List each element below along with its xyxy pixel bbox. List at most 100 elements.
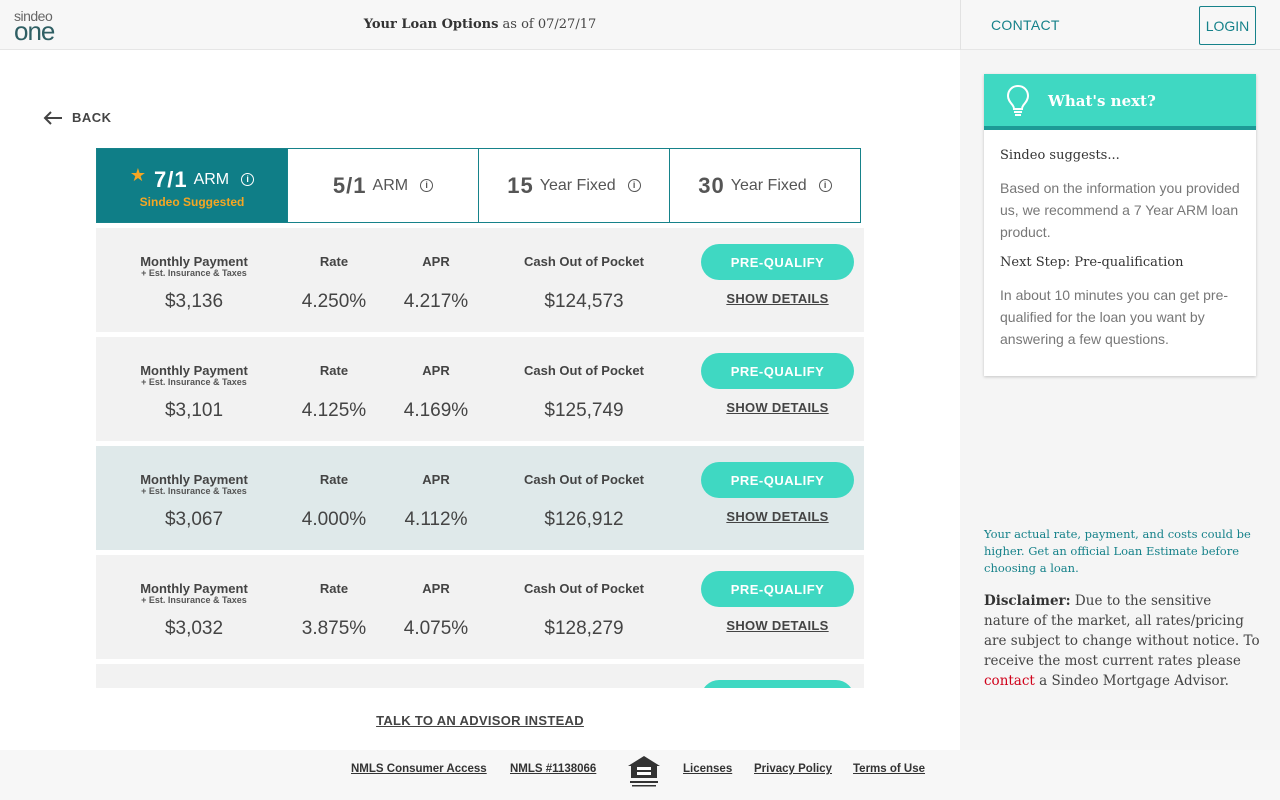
disclaimer-end: a Sindeo Mortgage Advisor. (1034, 673, 1229, 689)
show-details-link[interactable]: SHOW DETAILS (726, 291, 829, 306)
footer: NMLS Consumer Access NMLS #1138066 Licen… (0, 750, 1280, 800)
loan-option-row-partial (96, 664, 864, 688)
pre-qualify-button[interactable]: PRE-QUALIFY (701, 244, 854, 280)
back-link[interactable]: BACK (43, 110, 112, 125)
monthly-payment-value: $3,032 (164, 618, 224, 639)
back-label: BACK (72, 110, 112, 125)
page-title-date: as of 07/27/17 (498, 17, 597, 32)
tab-5-1-arm[interactable]: 5/1 ARM i (287, 148, 479, 223)
tab-number: 7/1 (153, 166, 188, 192)
pre-qualify-button[interactable]: PRE-QUALIFY (701, 462, 854, 498)
talk-to-advisor-link[interactable]: TALK TO AN ADVISOR INSTEAD (376, 713, 584, 728)
page-title: Your Loan Options as of 07/27/17 (0, 17, 960, 32)
contact-link[interactable]: CONTACT (991, 17, 1060, 33)
monthly-payment-sublabel: + Est. Insurance & Taxes (141, 486, 247, 496)
info-icon[interactable]: i (627, 179, 641, 192)
info-icon[interactable]: i (241, 173, 255, 186)
rate-label: Rate (319, 472, 349, 487)
logo-bottom-text: one (14, 16, 55, 46)
rate-label: Rate (319, 363, 349, 378)
info-icon[interactable]: i (818, 179, 832, 192)
loan-option-row: Monthly Payment + Est. Insurance & Taxes… (96, 555, 864, 659)
apr-value: 4.217% (403, 291, 469, 312)
page-title-bold: Your Loan Options (363, 17, 499, 32)
apr-label: APR (422, 254, 450, 269)
disclaimer-label: Disclaimer: (984, 593, 1071, 609)
apr-value: 4.169% (403, 400, 469, 421)
whats-next-title: What's next? (1048, 92, 1156, 110)
disclaimer-contact-link[interactable]: contact (984, 673, 1035, 689)
apr-label: APR (422, 581, 450, 596)
sindeo-suggests-heading: Sindeo suggests... (1000, 148, 1120, 163)
show-details-link[interactable]: SHOW DETAILS (726, 618, 829, 633)
monthly-payment-value: $3,136 (164, 291, 224, 312)
loan-option-row: Monthly Payment + Est. Insurance & Taxes… (96, 446, 864, 550)
lightbulb-icon (1006, 84, 1030, 116)
pre-qualify-button[interactable] (701, 680, 854, 688)
tab-number: 15 (507, 172, 534, 198)
monthly-payment-sublabel: + Est. Insurance & Taxes (141, 377, 247, 387)
logo-top-text: sindeo (14, 8, 53, 24)
apr-label: APR (422, 472, 450, 487)
arrow-left-icon (43, 110, 62, 125)
monthly-payment-sublabel: + Est. Insurance & Taxes (141, 268, 247, 278)
monthly-payment-label: Monthly Payment (140, 254, 248, 269)
whats-next-body: Sindeo suggests... Based on the informat… (984, 130, 1256, 350)
tab-30-year-fixed[interactable]: 30 Year Fixed i (669, 148, 861, 223)
tab-number: 30 (698, 172, 725, 198)
apr-value: 4.112% (404, 509, 468, 530)
top-header: sindeo one Your Loan Options as of 07/27… (0, 0, 1280, 50)
rate-label: Rate (319, 581, 349, 596)
info-icon[interactable]: i (420, 179, 434, 192)
monthly-payment-value: $3,067 (164, 509, 224, 530)
cash-value: $124,573 (544, 291, 624, 312)
tab-unit: ARM (372, 176, 409, 194)
tab-unit: Year Fixed (539, 176, 616, 194)
header-divider (960, 0, 961, 50)
monthly-payment-label: Monthly Payment (140, 363, 248, 378)
tab-unit: Year Fixed (730, 176, 807, 194)
nmls-consumer-access-link[interactable]: NMLS Consumer Access (351, 763, 487, 775)
next-step-heading: Next Step: Pre-qualification (1000, 255, 1184, 270)
rate-value: 4.125% (301, 400, 367, 421)
equal-housing-icon (628, 756, 660, 787)
rate-value: 4.000% (301, 509, 367, 530)
suggested-label: Sindeo Suggested (139, 194, 245, 209)
cash-label: Cash Out of Pocket (524, 363, 644, 378)
terms-of-use-link[interactable]: Terms of Use (853, 763, 926, 775)
apr-value: 4.075% (403, 618, 469, 639)
rate-notice: Your actual rate, payment, and costs cou… (984, 527, 1251, 575)
cash-label: Cash Out of Pocket (524, 472, 644, 487)
show-details-link[interactable]: SHOW DETAILS (726, 509, 829, 524)
nmls-number-link[interactable]: NMLS #1138066 (510, 763, 597, 775)
whats-next-header: What's next? (984, 74, 1256, 130)
licenses-link[interactable]: Licenses (683, 763, 733, 775)
loan-options-list[interactable]: Monthly Payment + Est. Insurance & Taxes… (96, 228, 864, 688)
loan-type-tabs: ★ 7/1 ARM i Sindeo Suggested 5/1 ARM i 1… (96, 148, 864, 223)
cash-value: $128,279 (544, 618, 624, 639)
monthly-payment-sublabel: + Est. Insurance & Taxes (141, 595, 247, 605)
rate-label: Rate (319, 254, 349, 269)
login-button[interactable]: LOGIN (1199, 6, 1256, 45)
whats-next-card: What's next? Sindeo suggests... Based on… (984, 74, 1256, 376)
pre-qualify-button[interactable]: PRE-QUALIFY (701, 353, 854, 389)
monthly-payment-value: $3,101 (164, 400, 224, 421)
tab-7-1-arm[interactable]: ★ 7/1 ARM i Sindeo Suggested (96, 148, 288, 223)
disclaimer-text: Due to the sensitive nature of the marke… (984, 593, 1260, 669)
sindeo-one-logo[interactable]: sindeo one (14, 8, 66, 44)
apr-label: APR (422, 363, 450, 378)
next-step-text: In about 10 minutes you can get pre-qual… (1000, 287, 1229, 347)
pre-qualify-button[interactable]: PRE-QUALIFY (701, 571, 854, 607)
tab-15-year-fixed[interactable]: 15 Year Fixed i (478, 148, 670, 223)
loan-option-row: Monthly Payment + Est. Insurance & Taxes… (96, 337, 864, 441)
star-icon: ★ (129, 165, 146, 185)
cash-label: Cash Out of Pocket (524, 254, 644, 269)
privacy-policy-link[interactable]: Privacy Policy (754, 763, 832, 775)
cash-label: Cash Out of Pocket (524, 581, 644, 596)
show-details-link[interactable]: SHOW DETAILS (726, 400, 829, 415)
monthly-payment-label: Monthly Payment (140, 581, 248, 596)
tab-unit: ARM (193, 170, 230, 188)
tab-number: 5/1 (332, 172, 367, 198)
right-sidebar: What's next? Sindeo suggests... Based on… (960, 50, 1280, 750)
monthly-payment-label: Monthly Payment (140, 472, 248, 487)
